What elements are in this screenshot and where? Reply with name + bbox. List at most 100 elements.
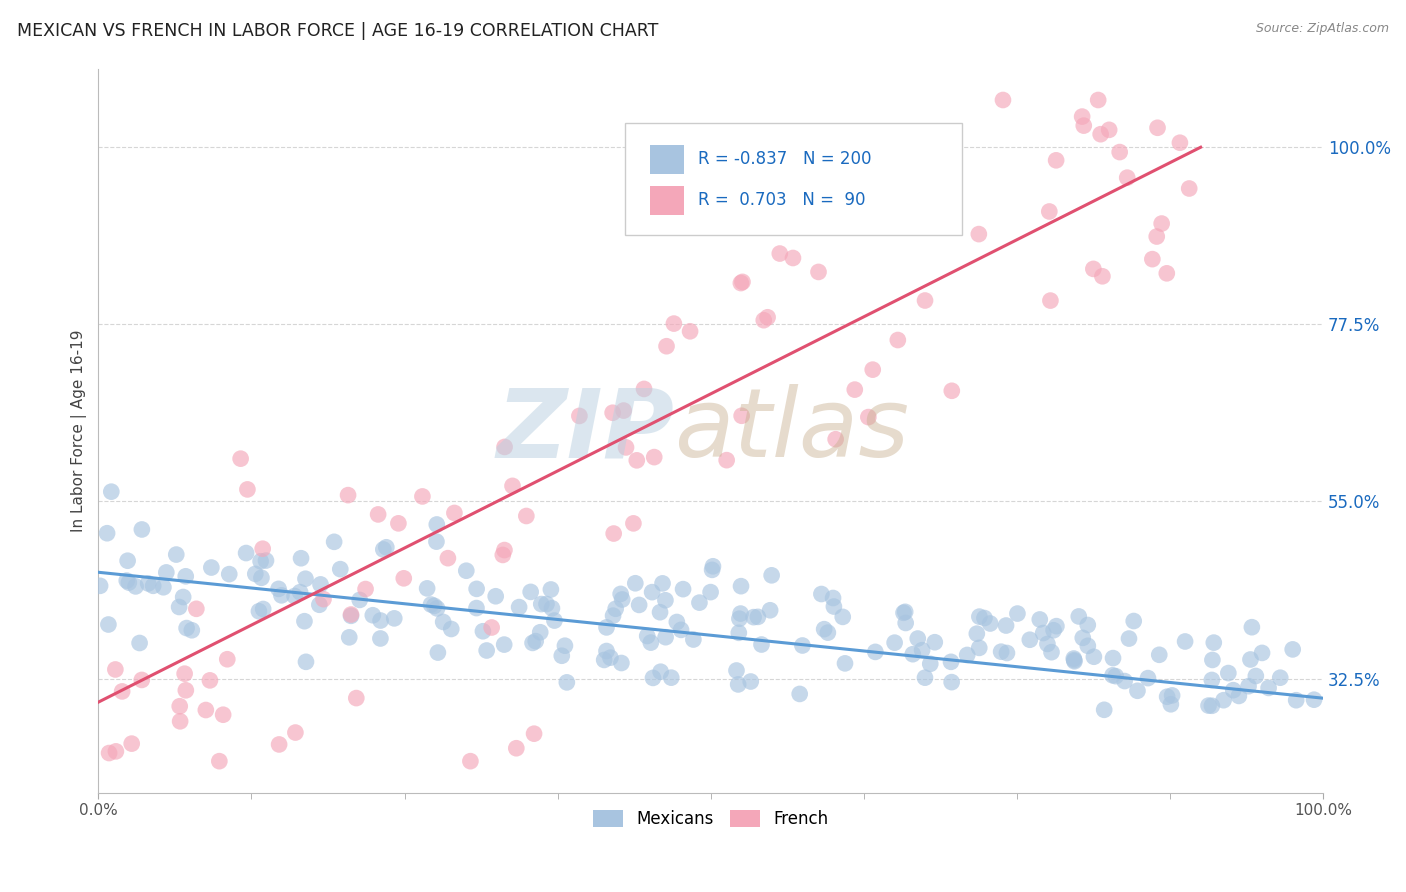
Point: [700, 563, 723, 577]
Point: [340, 608, 363, 623]
Point: [821, 591, 844, 605]
Point: [290, 551, 312, 566]
Point: [425, 534, 447, 549]
Point: [426, 517, 449, 532]
Point: [128, 636, 150, 650]
Point: [1201, 673, 1223, 687]
FancyBboxPatch shape: [650, 145, 683, 174]
Point: [995, 618, 1018, 632]
Point: [1116, 170, 1139, 185]
Point: [118, 575, 141, 590]
Point: [426, 646, 449, 660]
Point: [1091, 269, 1114, 284]
Point: [361, 608, 384, 623]
Point: [115, 574, 138, 588]
Point: [98, 746, 121, 760]
Point: [1063, 653, 1085, 667]
Point: [416, 582, 439, 596]
Point: [551, 648, 574, 663]
Point: [1114, 674, 1136, 689]
Point: [792, 639, 814, 653]
Point: [614, 441, 637, 455]
Point: [1150, 217, 1173, 231]
Point: [252, 602, 274, 616]
Point: [1257, 681, 1279, 695]
Point: [1161, 689, 1184, 703]
Point: [1281, 642, 1303, 657]
Point: [659, 671, 682, 685]
Point: [245, 566, 267, 581]
Point: [555, 675, 578, 690]
Point: [121, 737, 143, 751]
Point: [505, 741, 527, 756]
Point: [456, 564, 478, 578]
Point: [1156, 266, 1178, 280]
Point: [995, 646, 1018, 660]
Point: [967, 227, 990, 241]
Point: [165, 548, 187, 562]
Point: [218, 567, 240, 582]
Point: [1077, 639, 1099, 653]
Point: [862, 362, 884, 376]
Point: [1251, 646, 1274, 660]
Point: [1122, 614, 1144, 628]
Point: [655, 339, 678, 353]
Point: [1036, 637, 1059, 651]
Point: [1146, 229, 1168, 244]
Point: [1244, 669, 1267, 683]
Point: [887, 333, 910, 347]
Point: [990, 645, 1012, 659]
Point: [485, 589, 508, 603]
Point: [176, 621, 198, 635]
Point: [595, 620, 617, 634]
Point: [651, 576, 673, 591]
Point: [1202, 635, 1225, 649]
Point: [1108, 145, 1130, 159]
Point: [901, 647, 924, 661]
Point: [727, 625, 749, 640]
Point: [626, 453, 648, 467]
Point: [329, 562, 352, 576]
Point: [1040, 645, 1063, 659]
Point: [969, 609, 991, 624]
Point: [1032, 626, 1054, 640]
Point: [844, 383, 866, 397]
Point: [543, 614, 565, 628]
Point: [595, 644, 617, 658]
Point: [375, 541, 398, 555]
Point: [200, 560, 222, 574]
Point: [834, 657, 856, 671]
Point: [824, 432, 846, 446]
Point: [89, 579, 111, 593]
Point: [725, 664, 748, 678]
Point: [295, 655, 318, 669]
Text: R = -0.837   N = 200: R = -0.837 N = 200: [699, 150, 872, 168]
Point: [1160, 698, 1182, 712]
Point: [751, 638, 773, 652]
Point: [1083, 649, 1105, 664]
Point: [340, 607, 363, 622]
Point: [1098, 123, 1121, 137]
Point: [173, 666, 195, 681]
Point: [682, 632, 704, 647]
Point: [1218, 666, 1240, 681]
Point: [730, 607, 752, 621]
Point: [515, 508, 537, 523]
Point: [294, 572, 316, 586]
Point: [727, 677, 749, 691]
Point: [104, 663, 127, 677]
Point: [1045, 153, 1067, 168]
Point: [672, 582, 695, 596]
Point: [823, 599, 845, 614]
Point: [392, 571, 415, 585]
Point: [1303, 692, 1326, 706]
Point: [1149, 648, 1171, 662]
Point: [610, 656, 633, 670]
Point: [747, 610, 769, 624]
Point: [1090, 127, 1112, 141]
Point: [612, 592, 634, 607]
Point: [609, 587, 631, 601]
Point: [169, 714, 191, 729]
Legend: Mexicans, French: Mexicans, French: [586, 804, 835, 835]
Point: [810, 587, 832, 601]
